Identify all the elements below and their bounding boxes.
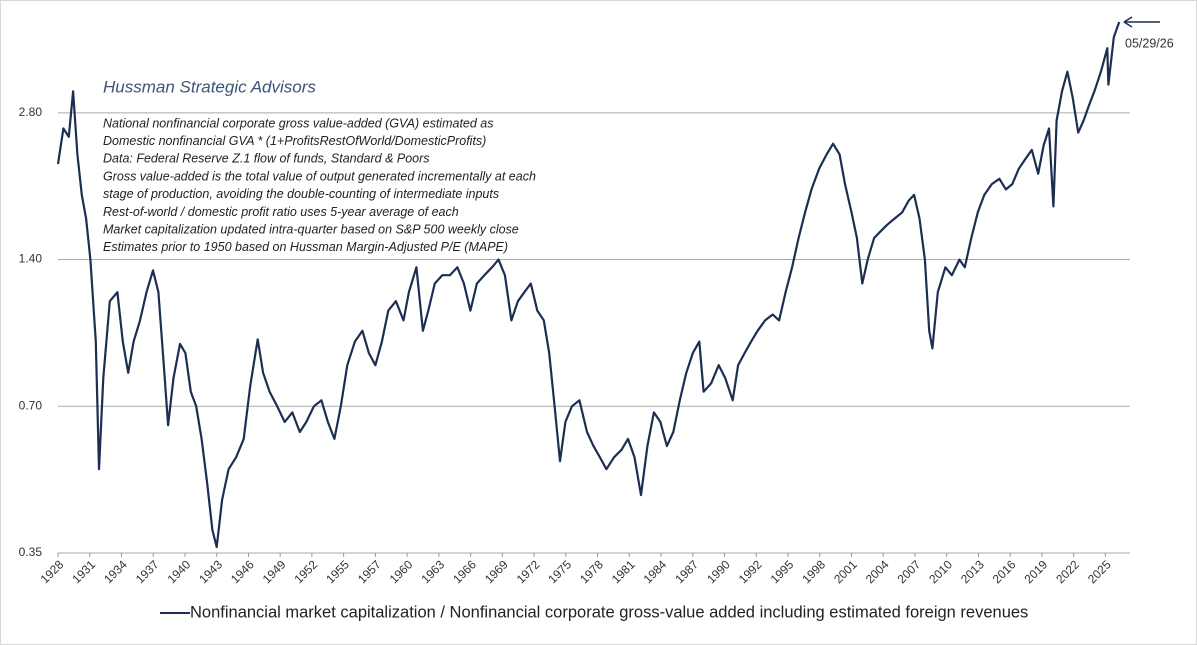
annotation-arrowhead [1123, 16, 1133, 28]
y-tick-label: 2.80 [19, 105, 43, 119]
note: Data: Federal Reserve Z.1 flow of funds,… [103, 152, 430, 166]
data-line [56, 21, 1121, 549]
note: Domestic nonfinancial GVA * (1+ProfitsRe… [103, 134, 486, 148]
note: Gross value-added is the total value of … [103, 169, 536, 183]
note: Market capitalization updated intra-quar… [103, 222, 519, 236]
y-tick-label: 0.35 [19, 545, 43, 559]
note: stage of production, avoiding the double… [103, 187, 499, 201]
note: Rest-of-world / domestic profit ratio us… [103, 205, 459, 219]
annotation: 05/29/26 [1125, 36, 1174, 50]
y-tick-label: 0.70 [19, 398, 43, 412]
note: Estimates prior to 1950 based on Hussman… [103, 240, 508, 254]
y-tick-label: 1.40 [19, 252, 43, 266]
note: National nonfinancial corporate gross va… [103, 116, 494, 130]
legend-label: Nonfinancial market capitalization / Non… [190, 603, 1028, 621]
chart-title: Hussman Strategic Advisors [103, 77, 316, 96]
